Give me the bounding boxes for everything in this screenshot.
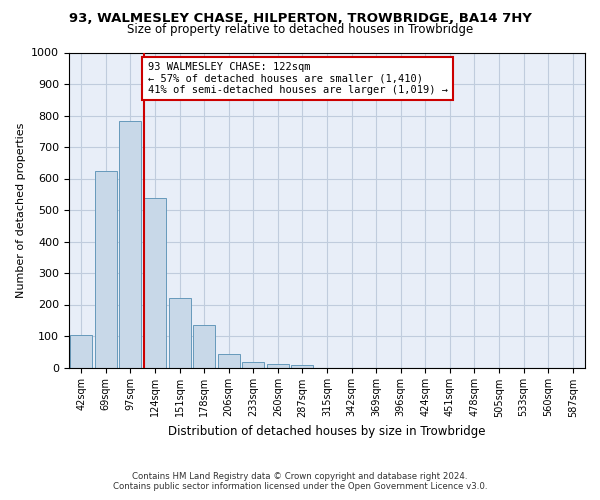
Text: 93 WALMESLEY CHASE: 122sqm
← 57% of detached houses are smaller (1,410)
41% of s: 93 WALMESLEY CHASE: 122sqm ← 57% of deta…	[148, 62, 448, 95]
Bar	[169, 298, 191, 368]
Bar	[193, 325, 215, 368]
X-axis label: Distribution of detached houses by size in Trowbridge: Distribution of detached houses by size …	[168, 425, 486, 438]
Bar	[218, 354, 240, 368]
Bar	[95, 170, 117, 368]
Bar	[242, 362, 265, 368]
Text: 93, WALMESLEY CHASE, HILPERTON, TROWBRIDGE, BA14 7HY: 93, WALMESLEY CHASE, HILPERTON, TROWBRID…	[68, 12, 532, 26]
Bar	[267, 364, 289, 368]
Y-axis label: Number of detached properties: Number of detached properties	[16, 122, 26, 298]
Bar	[70, 335, 92, 368]
Bar	[144, 198, 166, 368]
Bar	[119, 121, 142, 368]
Text: Size of property relative to detached houses in Trowbridge: Size of property relative to detached ho…	[127, 22, 473, 36]
Bar	[292, 365, 313, 368]
Text: Contains HM Land Registry data © Crown copyright and database right 2024.
Contai: Contains HM Land Registry data © Crown c…	[113, 472, 487, 491]
